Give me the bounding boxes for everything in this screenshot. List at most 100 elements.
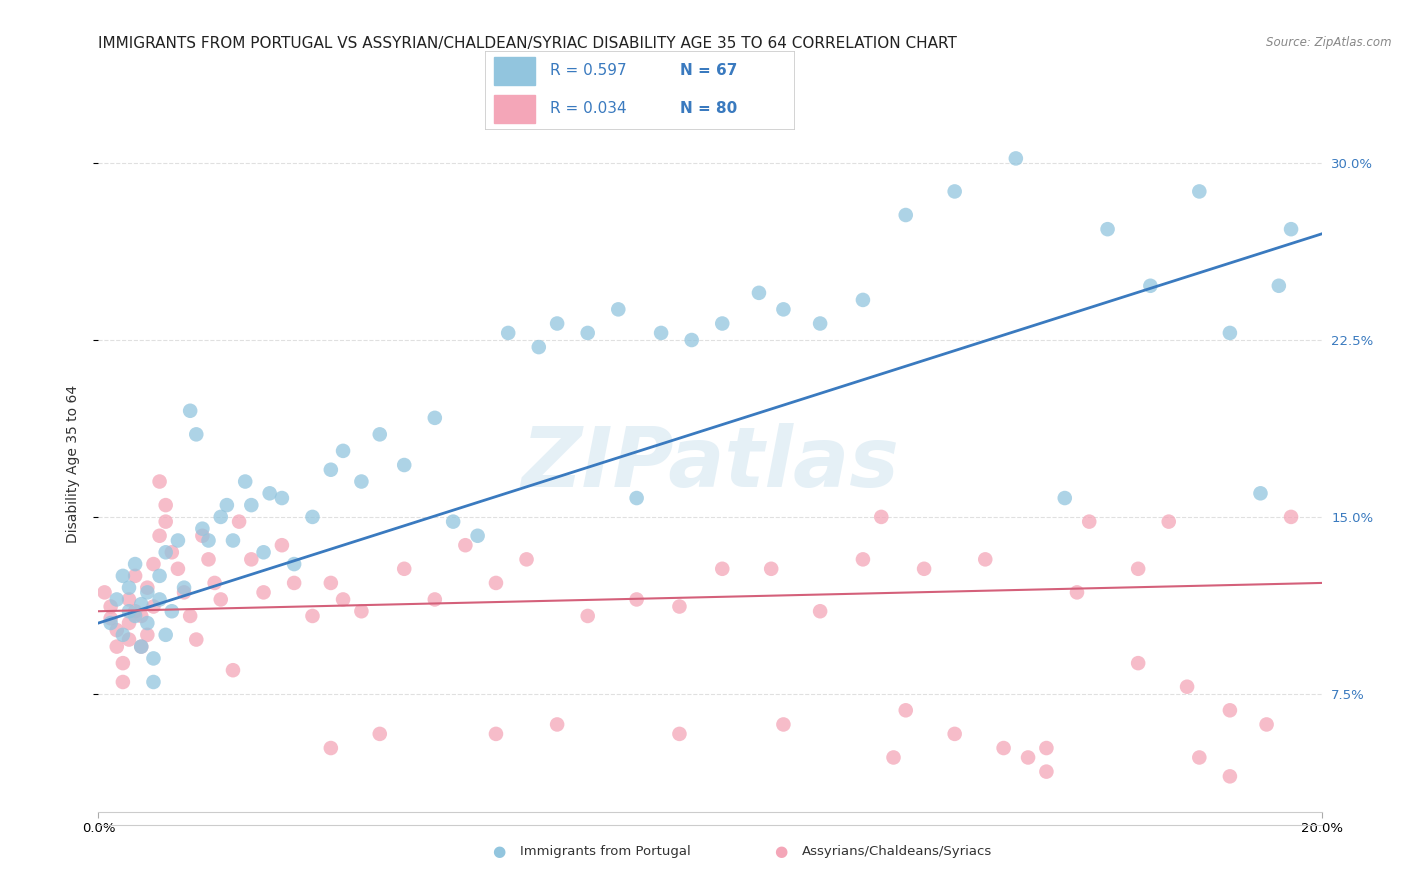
Point xyxy=(118,592,141,607)
Point xyxy=(100,615,122,630)
Text: N = 80: N = 80 xyxy=(681,101,737,116)
Point xyxy=(124,557,146,571)
Point xyxy=(1157,515,1180,529)
Point xyxy=(179,404,201,418)
Text: R = 0.597: R = 0.597 xyxy=(550,63,627,78)
Point xyxy=(209,592,232,607)
Point xyxy=(894,208,917,222)
Text: IMMIGRANTS FROM PORTUGAL VS ASSYRIAN/CHALDEAN/SYRIAC DISABILITY AGE 35 TO 64 COR: IMMIGRANTS FROM PORTUGAL VS ASSYRIAN/CHA… xyxy=(98,36,957,51)
Text: ●: ● xyxy=(773,845,787,859)
Point xyxy=(118,581,141,595)
Point xyxy=(283,557,305,571)
Point xyxy=(209,509,232,524)
Point xyxy=(118,604,141,618)
Point xyxy=(222,533,245,548)
Point xyxy=(392,458,416,472)
Point xyxy=(467,529,489,543)
Point xyxy=(228,515,250,529)
Point xyxy=(136,585,159,599)
Point xyxy=(1004,152,1026,166)
Point xyxy=(485,727,508,741)
Point xyxy=(149,475,172,489)
Point xyxy=(155,628,177,642)
Point xyxy=(155,545,177,559)
Point xyxy=(129,597,152,611)
Point xyxy=(160,545,183,559)
Point xyxy=(1268,278,1291,293)
Point xyxy=(149,569,172,583)
Point xyxy=(912,562,935,576)
Point xyxy=(155,498,177,512)
Point xyxy=(191,529,214,543)
Point xyxy=(270,491,292,505)
Point xyxy=(1035,764,1057,779)
Point xyxy=(124,604,146,618)
Point xyxy=(668,727,690,741)
Point xyxy=(546,317,568,331)
Point xyxy=(142,675,165,690)
Point xyxy=(111,569,134,583)
Point xyxy=(149,529,172,543)
Point xyxy=(894,703,917,717)
Point xyxy=(118,615,141,630)
Text: ●: ● xyxy=(492,845,506,859)
Text: R = 0.034: R = 0.034 xyxy=(550,101,627,116)
Point xyxy=(668,599,690,614)
Point xyxy=(772,717,794,731)
Point xyxy=(222,663,245,677)
Point xyxy=(215,498,238,512)
Point xyxy=(105,592,128,607)
Point xyxy=(124,569,146,583)
Point xyxy=(270,538,292,552)
Point xyxy=(1128,562,1150,576)
Point xyxy=(711,562,734,576)
Point xyxy=(1053,491,1076,505)
Point xyxy=(852,552,875,566)
Point xyxy=(319,741,342,756)
Point xyxy=(1188,750,1211,764)
Point xyxy=(197,533,219,548)
Point xyxy=(392,562,416,576)
Point xyxy=(681,333,703,347)
Point xyxy=(454,538,477,552)
Text: Immigrants from Portugal: Immigrants from Portugal xyxy=(520,846,690,858)
Point xyxy=(759,562,782,576)
Point xyxy=(186,427,208,442)
Point xyxy=(173,585,195,599)
Point xyxy=(100,611,122,625)
Text: Source: ZipAtlas.com: Source: ZipAtlas.com xyxy=(1267,36,1392,49)
Point xyxy=(233,475,256,489)
Point xyxy=(167,562,190,576)
Point xyxy=(93,585,115,599)
Point xyxy=(1128,656,1150,670)
Point xyxy=(993,741,1015,756)
Point xyxy=(111,628,134,642)
Text: N = 67: N = 67 xyxy=(681,63,737,78)
Point xyxy=(1256,717,1278,731)
Text: Assyrians/Chaldeans/Syriacs: Assyrians/Chaldeans/Syriacs xyxy=(801,846,991,858)
Point xyxy=(423,410,446,425)
Point xyxy=(350,604,373,618)
Point xyxy=(576,326,599,340)
Point xyxy=(485,576,508,591)
Point xyxy=(368,727,391,741)
Point xyxy=(283,576,305,591)
Point xyxy=(197,552,219,566)
Point xyxy=(711,317,734,331)
Point xyxy=(748,285,770,300)
Point xyxy=(204,576,226,591)
Point xyxy=(546,717,568,731)
Point xyxy=(527,340,550,354)
Point xyxy=(167,533,190,548)
Point xyxy=(1219,326,1241,340)
Point xyxy=(124,609,146,624)
Point xyxy=(105,623,128,637)
Point xyxy=(259,486,281,500)
Point xyxy=(1078,515,1101,529)
Point xyxy=(1219,703,1241,717)
Point xyxy=(191,522,214,536)
Point xyxy=(650,326,672,340)
Point xyxy=(852,293,875,307)
Point xyxy=(332,592,354,607)
Point xyxy=(179,609,201,624)
